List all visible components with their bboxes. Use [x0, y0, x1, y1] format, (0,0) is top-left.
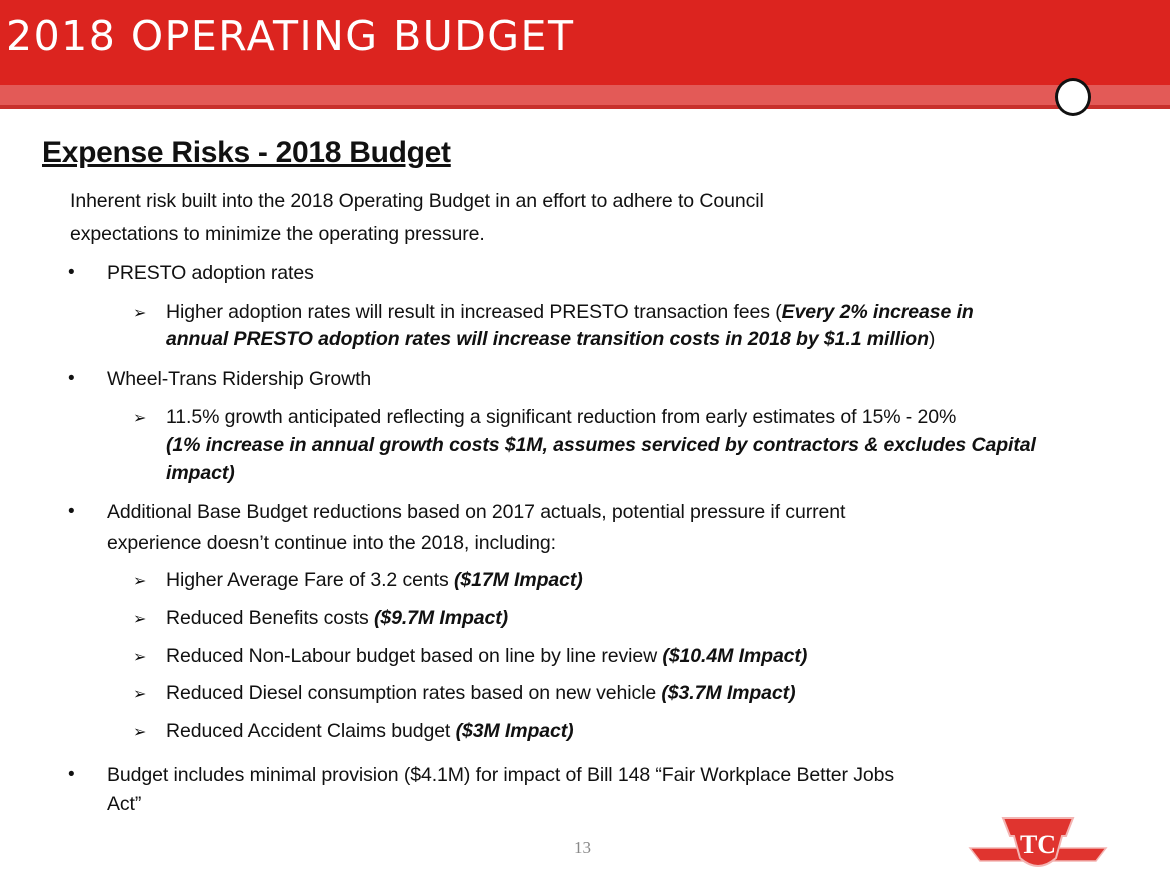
- header-bar: [0, 0, 1170, 85]
- arrow-bullet-icon: ➢: [133, 649, 147, 666]
- arrow-bullet-icon: ➢: [133, 573, 147, 590]
- reduction-item: Reduced Accident Claims budget ($3M Impa…: [166, 720, 574, 743]
- header-divider: [0, 105, 1170, 109]
- reduction-text: Reduced Accident Claims budget: [166, 720, 456, 742]
- reduction-text: Reduced Non-Labour budget based on line …: [166, 645, 663, 667]
- reduction-item: Reduced Diesel consumption rates based o…: [166, 682, 796, 705]
- text: Higher adoption rates will result in inc…: [166, 301, 782, 323]
- bullet-base-budget-cont: experience doesn’t continue into the 201…: [107, 532, 556, 554]
- slide-title: Expense Risks - 2018 Budget: [42, 136, 451, 169]
- sub-wheeltrans-line2: (1% increase in annual growth costs $1M,…: [166, 434, 1036, 456]
- header-band: [0, 85, 1170, 105]
- ttc-logo: TC: [968, 817, 1108, 867]
- intro-line: expectations to minimize the operating p…: [70, 223, 485, 245]
- reduction-text: Higher Average Fare of 3.2 cents: [166, 569, 454, 591]
- reduction-text: Reduced Benefits costs: [166, 607, 374, 629]
- page-number: 13: [574, 838, 591, 857]
- arrow-bullet-icon: ➢: [133, 305, 147, 322]
- bullet-presto: PRESTO adoption rates: [107, 262, 314, 284]
- text: ): [928, 328, 936, 350]
- arrow-bullet-icon: ➢: [133, 611, 147, 628]
- bullet-icon: •: [68, 262, 75, 283]
- reduction-impact: ($17M Impact): [453, 569, 583, 591]
- circle-marker: [1055, 78, 1091, 116]
- arrow-bullet-icon: ➢: [133, 724, 147, 741]
- svg-text:TC: TC: [1020, 830, 1056, 859]
- sub-wheeltrans-line1: 11.5% growth anticipated reflecting a si…: [166, 406, 957, 428]
- reduction-impact: ($3.7M Impact): [661, 682, 796, 704]
- emphasis: Every 2% increase in: [781, 301, 974, 323]
- bullet-icon: •: [68, 368, 75, 389]
- intro-line: Inherent risk built into the 2018 Operat…: [70, 190, 764, 212]
- bullet-bill148: Budget includes minimal provision ($4.1M…: [107, 764, 895, 786]
- bullet-icon: •: [68, 764, 75, 785]
- reduction-impact: ($3M Impact): [455, 720, 574, 742]
- reduction-impact: ($10.4M Impact): [662, 645, 808, 667]
- sub-presto-line2: annual PRESTO adoption rates will increa…: [166, 328, 935, 351]
- reduction-text: Reduced Diesel consumption rates based o…: [166, 682, 662, 704]
- arrow-bullet-icon: ➢: [133, 686, 147, 703]
- reduction-item: Higher Average Fare of 3.2 cents ($17M I…: [166, 569, 583, 592]
- header-title: 2018 OPERATING BUDGET: [6, 12, 575, 60]
- bullet-bill148-cont: Act”: [107, 793, 142, 815]
- bullet-icon: •: [68, 501, 75, 522]
- bullet-wheeltrans: Wheel-Trans Ridership Growth: [107, 368, 372, 390]
- arrow-bullet-icon: ➢: [133, 410, 147, 427]
- emphasis: annual PRESTO adoption rates will increa…: [166, 328, 929, 350]
- sub-wheeltrans-line3: impact): [166, 462, 235, 484]
- reduction-impact: ($9.7M Impact): [373, 607, 509, 629]
- bullet-base-budget: Additional Base Budget reductions based …: [107, 501, 846, 523]
- sub-presto-line1: Higher adoption rates will result in inc…: [166, 301, 974, 324]
- reduction-item: Reduced Non-Labour budget based on line …: [166, 645, 807, 668]
- reduction-item: Reduced Benefits costs ($9.7M Impact): [166, 607, 508, 630]
